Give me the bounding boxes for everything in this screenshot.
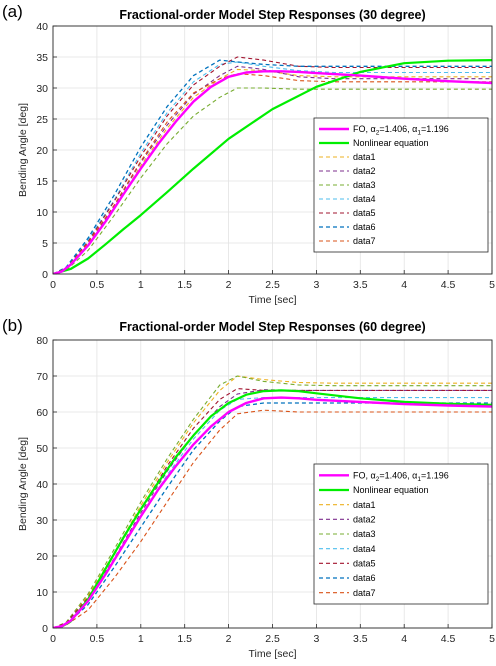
legend-label: data3: [353, 529, 376, 539]
series-line-nonlinear-equation: [53, 389, 492, 628]
x-axis-label: Time [sec]: [248, 648, 296, 660]
legend-label: data7: [353, 588, 376, 598]
legend-label: data5: [353, 208, 376, 218]
y-tick-label: 0: [42, 623, 48, 635]
x-tick-label: 2: [226, 633, 232, 645]
x-tick-label: 4: [401, 279, 407, 291]
x-tick-label: 2: [226, 279, 232, 291]
x-tick-label: 0: [50, 279, 56, 291]
legend-label: data2: [353, 166, 376, 176]
x-tick-label: 1.5: [177, 279, 192, 291]
series-line-data1: [53, 375, 492, 628]
y-tick-label: 15: [36, 176, 48, 188]
y-tick-label: 50: [36, 443, 48, 455]
x-tick-label: 2.5: [265, 633, 280, 645]
y-tick-label: 20: [36, 551, 48, 563]
legend-label: data6: [353, 222, 376, 232]
x-tick-label: 0.5: [90, 279, 105, 291]
chart-title: Fractional-order Model Step Responses (3…: [119, 8, 425, 22]
series-line-data6: [53, 402, 492, 628]
x-tick-label: 1: [138, 633, 144, 645]
panel-letter: (a): [2, 2, 23, 21]
axes-box: [52, 25, 493, 275]
legend-label: data1: [353, 500, 376, 510]
series-line-data5: [53, 388, 492, 628]
y-tick-label: 10: [36, 587, 48, 599]
x-tick-label: 0: [50, 633, 56, 645]
legend-label: FO, α2=1.406, α1=1.196: [353, 471, 449, 484]
legend-label: Nonlinear equation: [353, 485, 429, 495]
y-tick-label: 5: [42, 238, 48, 250]
x-tick-label: 3: [313, 633, 319, 645]
series-line-data7: [53, 73, 492, 274]
legend-label: data4: [353, 544, 376, 554]
y-tick-label: 40: [36, 479, 48, 491]
x-tick-label: 4.5: [441, 279, 456, 291]
y-axis-label: Bending Angle [deg]: [17, 103, 29, 197]
legend-label: data5: [353, 559, 376, 569]
series-line-data3: [53, 87, 492, 274]
axes-box: [52, 339, 493, 629]
x-tick-label: 5: [489, 633, 495, 645]
legend-label: data1: [353, 152, 376, 162]
y-tick-label: 70: [36, 371, 48, 383]
y-tick-label: 35: [36, 52, 48, 64]
x-tick-label: 1.5: [177, 633, 192, 645]
x-tick-label: 3.5: [353, 633, 368, 645]
series-line-fo-2-1-406-1-1-196: [53, 70, 492, 274]
x-tick-label: 3.5: [353, 279, 368, 291]
legend-label: data4: [353, 194, 376, 204]
series-line-data4: [53, 61, 492, 274]
series-line-fo-2-1-406-1-1-196: [53, 396, 492, 628]
y-tick-label: 80: [36, 335, 48, 347]
y-tick-label: 40: [36, 21, 48, 33]
chart-panel-1: (b) Fractional-order Model Step Responses…: [2, 316, 495, 660]
y-tick-label: 30: [36, 515, 48, 527]
y-tick-label: 25: [36, 114, 48, 126]
x-tick-label: 0.5: [90, 633, 105, 645]
y-axis-label: Bending Angle [deg]: [17, 437, 29, 531]
x-axis-label: Time [sec]: [248, 294, 296, 306]
y-tick-label: 0: [42, 269, 48, 281]
x-tick-label: 3: [313, 279, 319, 291]
series-group: [53, 56, 492, 274]
series-line-data6: [53, 59, 492, 274]
y-tick-label: 10: [36, 207, 48, 219]
x-tick-label: 1: [138, 279, 144, 291]
chart-title: Fractional-order Model Step Responses (6…: [119, 320, 425, 334]
panel-letter: (b): [2, 316, 23, 335]
y-tick-label: 20: [36, 145, 48, 157]
legend-label: data7: [353, 236, 376, 246]
x-tick-label: 2.5: [265, 279, 280, 291]
x-tick-label: 4: [401, 633, 407, 645]
legend-label: Nonlinear equation: [353, 138, 429, 148]
legend-label: FO, α2=1.406, α1=1.196: [353, 124, 449, 137]
legend-label: data2: [353, 515, 376, 525]
series-line-nonlinear-equation: [53, 58, 492, 274]
y-tick-label: 30: [36, 83, 48, 95]
x-tick-label: 5: [489, 279, 495, 291]
x-tick-label: 4.5: [441, 633, 456, 645]
series-line-data3: [53, 375, 492, 628]
legend-label: data6: [353, 573, 376, 583]
series-line-data5: [53, 56, 492, 274]
y-tick-label: 60: [36, 407, 48, 419]
chart-panel-0: (a) Fractional-order Model Step Responses…: [2, 2, 495, 306]
series-group: [53, 375, 492, 628]
legend-label: data3: [353, 180, 376, 190]
series-line-data2: [53, 65, 492, 274]
